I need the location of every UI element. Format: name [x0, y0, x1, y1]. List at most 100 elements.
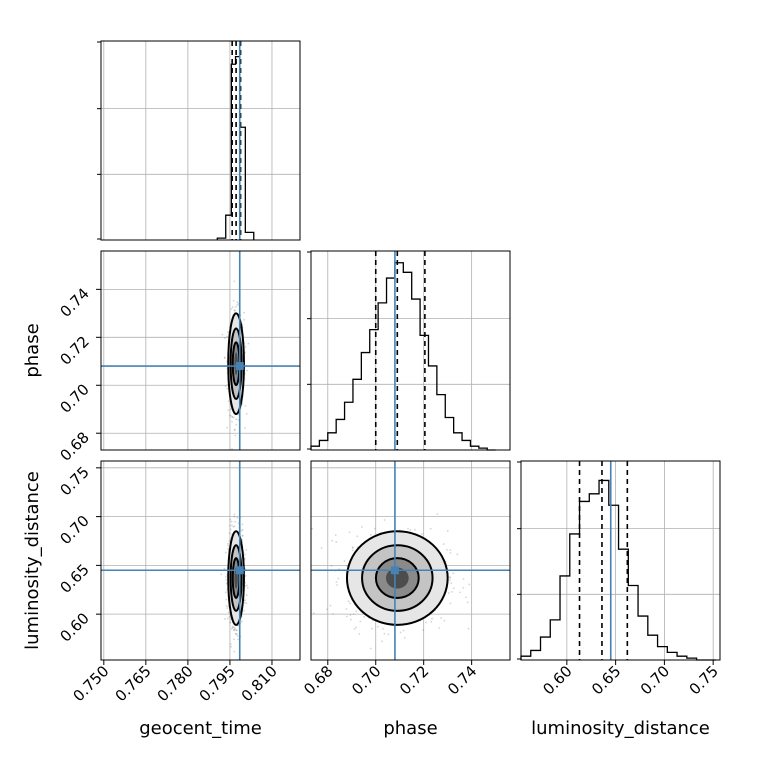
scatter-point [332, 612, 335, 615]
hist-panel-luminosity_distance [517, 460, 721, 661]
scatter-point [234, 520, 237, 523]
scatter-point [234, 628, 237, 631]
contour-line [229, 544, 243, 612]
histogram-phase [310, 262, 496, 451]
x-tick-label: 0.60 [539, 662, 575, 698]
scatter-point [336, 584, 339, 586]
scatter-point [246, 369, 248, 372]
scatter-point [233, 525, 236, 528]
scatter-point [447, 592, 450, 594]
y-tick-label: 0.72 [56, 332, 92, 368]
scatter-point [335, 581, 338, 584]
scatter-point [244, 405, 247, 407]
scatter-point [234, 434, 237, 437]
scatter-point [312, 612, 315, 615]
scatter-point [230, 520, 233, 523]
scatter-point [233, 629, 236, 632]
scatter-point [334, 534, 337, 537]
scatter-point [241, 534, 244, 537]
scatter-point [229, 518, 232, 521]
truth-marker [235, 362, 244, 371]
scatter-point [246, 586, 249, 589]
x-tick-label: 0.74 [444, 662, 480, 698]
scatter-point [232, 626, 235, 629]
scatter-point [431, 617, 434, 620]
panel-frame [100, 250, 301, 451]
x-tick-label: 0.750 [70, 662, 113, 705]
contour-line [345, 530, 449, 626]
scatter-point [421, 533, 423, 535]
scatter-point [351, 549, 354, 552]
y-axis-luminosity_distance: 0.60 0.65 0.70 0.75 luminosity_distance [22, 463, 101, 650]
scatter-point [226, 426, 229, 429]
scatter-point [224, 591, 227, 594]
x-axis-title-phase: phase [383, 718, 437, 739]
scatter-point [351, 546, 354, 549]
x-axis-phase: 0.68 0.70 0.72 0.74 phase [300, 660, 480, 739]
scatter-point [241, 535, 244, 537]
scatter-point [232, 628, 235, 631]
scatter-point [360, 526, 363, 528]
x-axis-title-luminosity_distance: luminosity_distance [531, 718, 710, 739]
scatter-point [345, 615, 348, 618]
hist-panel-geocent_time [97, 40, 301, 241]
scatter-point [243, 599, 246, 602]
y-tick-label: 0.70 [56, 380, 92, 416]
scatter-point [449, 552, 452, 554]
x-tick-label: 0.795 [196, 662, 239, 705]
scatter-point [347, 600, 350, 603]
scatter-point [349, 602, 351, 605]
scatter-panel-luminosity_distance-vs-phase [310, 460, 511, 661]
scatter-point [345, 564, 348, 567]
scatter-point [225, 582, 228, 585]
scatter-point [247, 342, 250, 345]
scatter-point [326, 608, 328, 611]
scatter-point [236, 301, 239, 303]
x-tick-label: 0.72 [396, 662, 432, 698]
scatter-panel-luminosity_distance-vs-geocent_time [100, 460, 301, 661]
histogram-luminosity_distance [520, 479, 717, 661]
scatter-point [241, 403, 244, 406]
scatter-point [243, 557, 246, 560]
scatter-point [227, 331, 229, 334]
scatter-point [330, 564, 333, 567]
scatter-point [369, 647, 372, 650]
scatter-point [237, 638, 239, 641]
scatter-point [225, 578, 228, 581]
scatter-point [241, 528, 244, 531]
scatter-point [448, 579, 451, 581]
scatter-point [383, 519, 386, 521]
scatter-point [363, 615, 365, 618]
scatter-point [358, 633, 361, 635]
contour-line [227, 312, 245, 416]
y-axis-phase: 0.68 0.70 0.72 0.74 phase [22, 284, 101, 465]
scatter-point [383, 632, 386, 635]
x-tick-label: 0.70 [348, 662, 384, 698]
scatter-point [449, 602, 452, 605]
scatter-point [233, 429, 236, 431]
x-axis-title-geocent_time: geocent_time [139, 718, 262, 739]
y-tick-label: 0.65 [56, 560, 92, 596]
scatter-point [243, 311, 245, 314]
scatter-point [230, 627, 233, 630]
scatter-point [234, 305, 237, 308]
y-tick-label: 0.68 [56, 428, 92, 464]
scatter-point [240, 529, 243, 532]
scatter-point [233, 428, 236, 431]
scatter-point [459, 591, 461, 594]
scatter-point [462, 577, 465, 580]
scatter-point [233, 650, 236, 653]
scatter-point [442, 543, 445, 545]
scatter-point [226, 335, 229, 338]
scatter-point [353, 628, 356, 631]
scatter-point [230, 645, 233, 648]
scatter-point [345, 608, 348, 610]
panel-frame [100, 460, 301, 661]
scatter-point [237, 419, 240, 421]
scatter-point [223, 356, 226, 359]
scatter-point [450, 582, 453, 585]
scatter-point [244, 345, 247, 348]
scatter-point [377, 625, 379, 628]
scatter-point [243, 318, 246, 321]
